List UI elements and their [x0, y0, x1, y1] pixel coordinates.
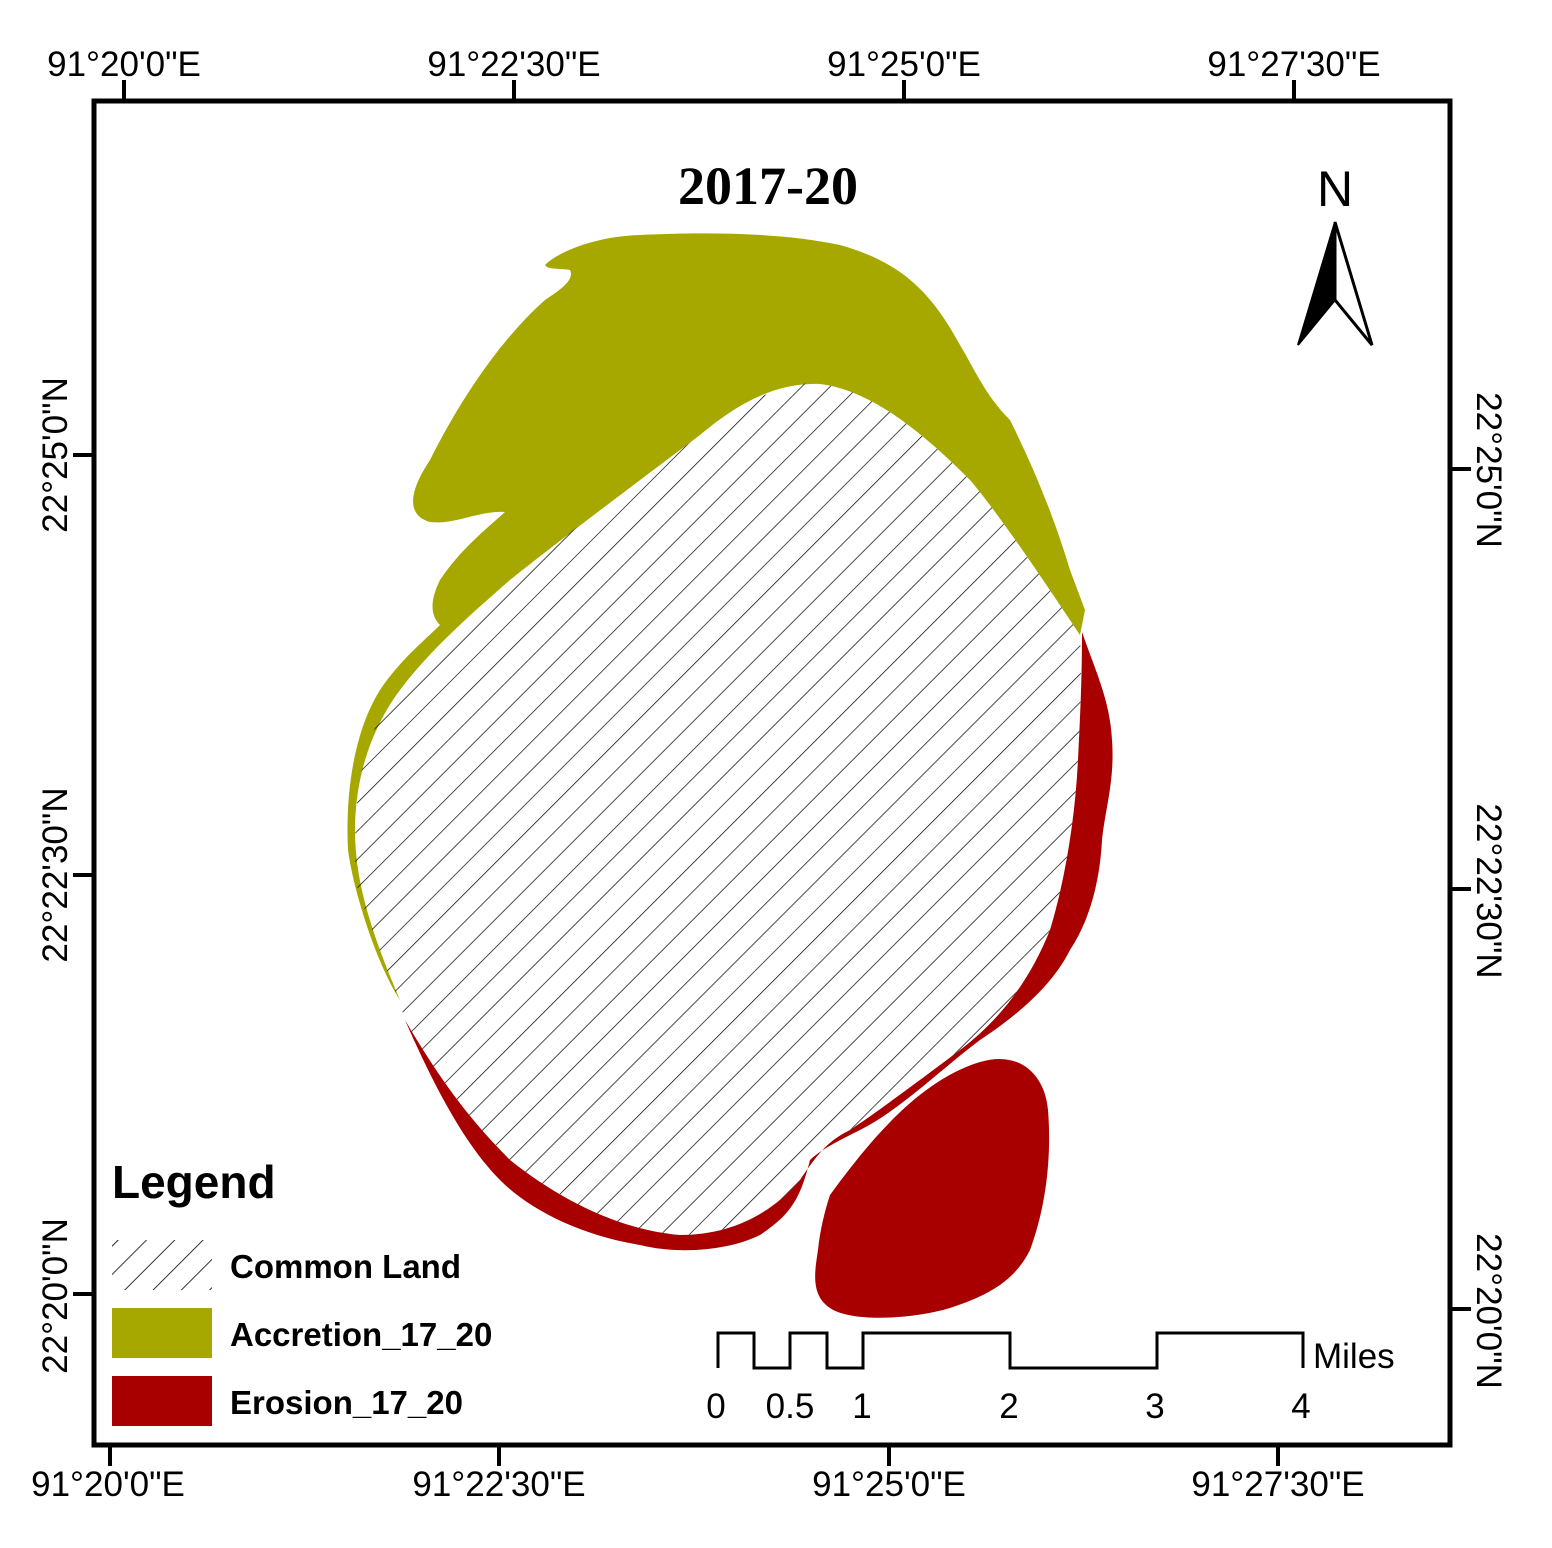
scale-unit-label: Miles: [1313, 1337, 1395, 1376]
bottom-tick-label: 91°27'30"E: [1191, 1465, 1364, 1504]
north-arrow-label: N: [1317, 161, 1353, 217]
right-graticule-ticks: 22°25'0"N 22°22'30"N 22°20'0"N: [1450, 392, 1508, 1389]
scale-bar: 0 0.5 1 2 3 4 Miles: [706, 1331, 1395, 1426]
left-tick-label: 22°22'30"N: [36, 787, 75, 962]
legend-swatch-accretion: [112, 1308, 212, 1358]
top-tick-label: 91°20'0"E: [47, 45, 201, 84]
legend: Legend Common Land Accretion_17_20 Erosi…: [112, 1156, 492, 1426]
right-tick-label: 22°22'30"N: [1469, 803, 1508, 978]
bottom-tick-label: 91°22'30"E: [412, 1465, 585, 1504]
bottom-tick-label: 91°20'0"E: [31, 1465, 185, 1504]
accretion-region: [347, 233, 1086, 1000]
scale-label: 0.5: [766, 1387, 815, 1426]
left-tick-label: 22°20'0"N: [36, 1218, 75, 1374]
scale-bar-line: [716, 1331, 1305, 1370]
bottom-tick-label: 91°25'0"E: [812, 1465, 966, 1504]
legend-title: Legend: [112, 1156, 276, 1208]
left-graticule-ticks: 22°25'0"N 22°22'30"N 22°20'0"N: [36, 377, 94, 1374]
top-tick-label: 91°22'30"E: [427, 45, 600, 84]
scale-label: 4: [1291, 1387, 1310, 1426]
map-title: 2017-20: [678, 156, 858, 216]
scale-label: 1: [852, 1387, 871, 1426]
scale-label: 2: [999, 1387, 1018, 1426]
erosion-region-island: [815, 1058, 1050, 1318]
bottom-graticule-ticks: 91°20'0"E 91°22'30"E 91°25'0"E 91°27'30"…: [31, 1445, 1365, 1504]
right-tick-label: 22°20'0"N: [1469, 1233, 1508, 1389]
legend-swatch-erosion: [112, 1376, 212, 1426]
legend-label-erosion: Erosion_17_20: [230, 1384, 463, 1421]
scale-label: 3: [1145, 1387, 1164, 1426]
top-graticule-ticks: 91°20'0"E 91°22'30"E 91°25'0"E 91°27'30"…: [47, 45, 1381, 101]
legend-swatch-common-land: [112, 1240, 212, 1290]
legend-label-common-land: Common Land: [230, 1248, 461, 1285]
right-tick-label: 22°25'0"N: [1469, 392, 1508, 548]
legend-label-accretion: Accretion_17_20: [230, 1316, 492, 1353]
north-arrow-right-half: [1333, 221, 1374, 346]
left-tick-label: 22°25'0"N: [36, 377, 75, 533]
north-arrow: N: [1297, 161, 1374, 346]
common-land-region: [355, 383, 1081, 1235]
top-tick-label: 91°25'0"E: [827, 45, 981, 84]
scale-label: 0: [706, 1387, 725, 1426]
top-tick-label: 91°27'30"E: [1207, 45, 1380, 84]
